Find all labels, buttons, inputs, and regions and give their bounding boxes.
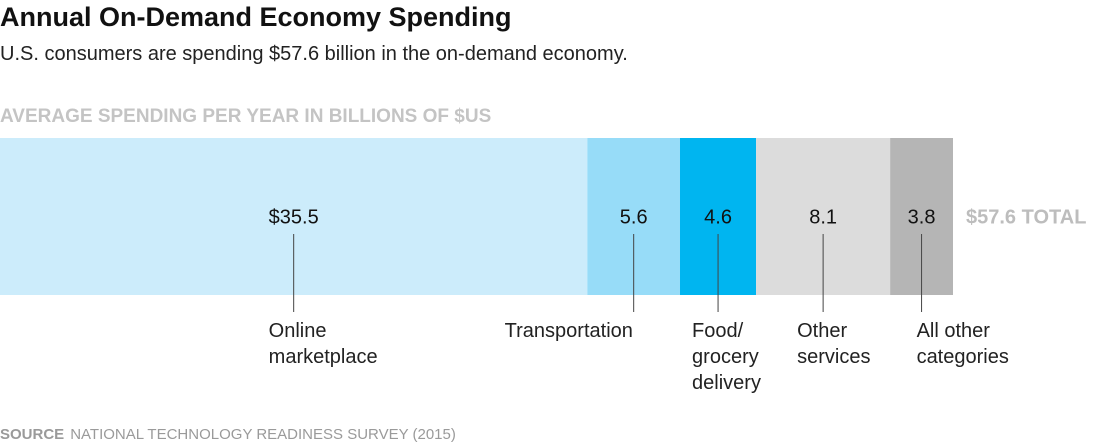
category-label: Food/ grocery delivery [692, 320, 761, 394]
value-label: $35.5 [269, 206, 319, 228]
total-label: $57.6 TOTAL [966, 206, 1086, 228]
chart-title: Annual On-Demand Economy Spending [0, 2, 512, 32]
source-text: NATIONAL TECHNOLOGY READINESS SURVEY (20… [70, 426, 456, 443]
value-label: 4.6 [704, 206, 732, 228]
category-label: Transportation [504, 320, 633, 342]
source-label: SOURCE [0, 426, 65, 443]
category-label: Other services [797, 320, 871, 368]
value-label: 5.6 [620, 206, 648, 228]
category-label: All other categories [916, 320, 1009, 368]
value-label: 8.1 [809, 206, 837, 228]
subtitle: U.S. consumers are spending $57.6 billio… [0, 43, 628, 65]
value-label: 3.8 [908, 206, 936, 228]
source: SOURCE NATIONAL TECHNOLOGY READINESS SURV… [0, 426, 456, 443]
category-label: Online marketplace [268, 320, 378, 368]
axis-label: AVERAGE SPENDING PER YEAR IN BILLIONS OF… [0, 106, 492, 127]
